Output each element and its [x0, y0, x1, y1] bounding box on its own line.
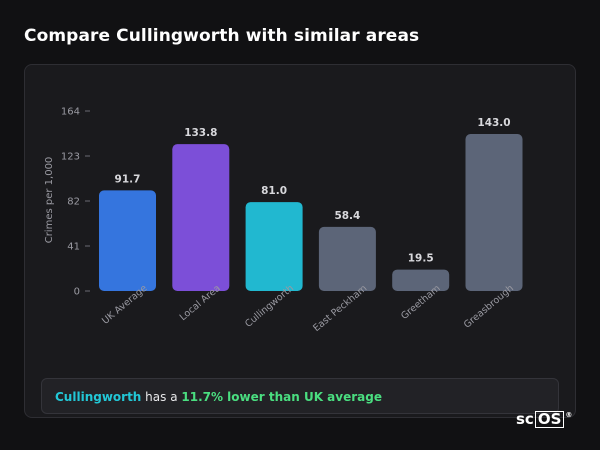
bar: [99, 190, 156, 291]
bar-value-label: 143.0: [477, 117, 510, 129]
y-axis-label: Crimes per 1,000: [44, 157, 55, 244]
y-tick-label: 123: [61, 152, 80, 163]
bar: [465, 134, 523, 291]
bar: [318, 226, 376, 291]
bars: 91.7 133.8 81.0 58.4 19.5 143.0: [99, 117, 523, 291]
summary-stat: 11.7% lower than UK average: [181, 390, 382, 404]
x-axis-labels: UK Average Local Area Cullingworth East Pec…: [100, 283, 516, 334]
bar-value-label: 91.7: [115, 173, 141, 185]
summary-area-name: Cullingworth: [55, 390, 142, 404]
bar-value-label: 58.4: [334, 210, 360, 222]
bar-value-label: 133.8: [184, 127, 217, 139]
summary-text: has a: [141, 390, 182, 404]
bar-value-label: 81.0: [261, 185, 287, 197]
bar: [392, 269, 450, 291]
y-tick-label: 82: [67, 197, 80, 208]
y-tick-label: 164: [61, 107, 80, 118]
bar-value-label: 19.5: [408, 253, 434, 265]
logo-reg: ®: [565, 411, 573, 419]
summary-banner: Cullingworth has a 11.7% lower than UK a…: [41, 378, 559, 414]
y-tick-label: 41: [67, 242, 80, 253]
bar: [245, 202, 303, 291]
page-title: Compare Cullingworth with similar areas: [24, 26, 420, 46]
logo-boxed: OS: [534, 410, 565, 428]
y-tick-label: 0: [74, 287, 80, 298]
logo-prefix: sc: [516, 410, 534, 428]
scos-logo: sc OS ®: [516, 410, 572, 428]
bar: [172, 144, 230, 291]
y-axis: 0 41 82 123 164: [61, 107, 90, 298]
